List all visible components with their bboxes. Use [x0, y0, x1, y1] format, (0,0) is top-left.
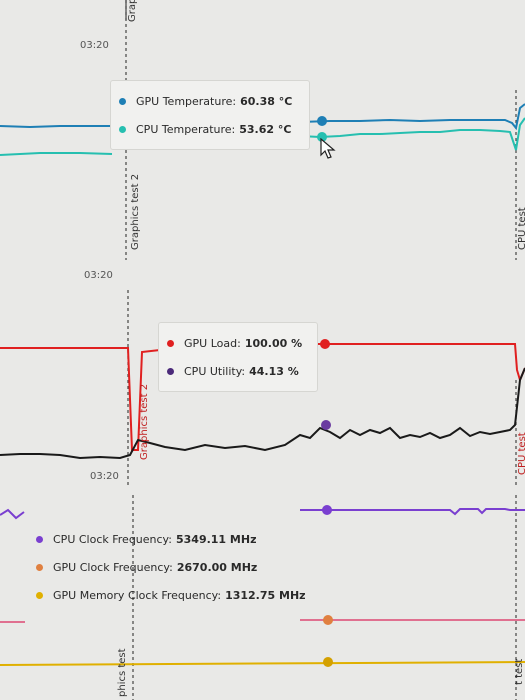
cpu-clock-value: 5349.11 MHz [175, 532, 257, 546]
gpu-memory-clock-label: GPU Memory Clock Frequency: [53, 588, 222, 602]
gpu-load-series [0, 347, 161, 451]
temperature-marker-label-right: CPU test [517, 207, 525, 250]
load-tooltip: GPU Load: 100.00 % CPU Utility: 44.13 % [158, 322, 318, 392]
clock-marker-label-left: phics test [117, 648, 128, 697]
temperature-chart [0, 0, 525, 260]
clock-panel: 03:20 phics test t test CPU Clock Freque… [0, 471, 525, 700]
cpu-temperature-value: 53.62 °C [239, 122, 292, 136]
temperature-marker-label-left: Graphics test 2 [130, 173, 141, 250]
gpu-clock-label: GPU Clock Frequency: [53, 560, 173, 574]
cpu-utility-series [0, 367, 525, 460]
gpu-load-label: GPU Load: [184, 336, 241, 350]
cpu-clock-legend-dot [36, 535, 43, 543]
tooltip-row-cpu-utility: CPU Utility: 44.13 % [167, 357, 307, 385]
gpu-temperature-series-right [299, 103, 525, 131]
mouse-pointer-icon [320, 138, 336, 159]
load-chart [0, 290, 525, 485]
gpu-load-point [320, 339, 330, 349]
cpu-utility-value: 44.13 % [249, 364, 299, 378]
cpu-clock-point [322, 505, 332, 515]
cpu-clock-series-right [300, 508, 525, 516]
temperature-time-label: 03:20 [80, 40, 109, 51]
gpu-clock-point [323, 615, 333, 625]
load-marker-label-right: CPU test [517, 432, 525, 475]
gpu-temperature-label: GPU Temperature: [136, 94, 237, 108]
temperature-panel: 03:20 Grap Graphics test 2 CPU test GPU … [0, 0, 525, 260]
gpu-memory-clock-point [323, 657, 333, 667]
cpu-temperature-point [317, 132, 327, 142]
cpu-utility-label: CPU Utility: [184, 364, 246, 378]
tooltip-row-cpu-temperature: CPU Temperature: 53.62 °C [119, 115, 299, 143]
cpu-temperature-legend-dot [119, 125, 126, 133]
load-marker-label-left: Graphics test 2 [139, 383, 150, 460]
gpu-load-series-right [300, 343, 525, 383]
cpu-temperature-series [0, 152, 113, 156]
gpu-memory-clock-series [0, 661, 525, 666]
gpu-load-value: 100.00 % [244, 336, 303, 350]
gpu-temperature-legend-dot [119, 97, 126, 105]
cpu-clock-label: CPU Clock Frequency: [53, 532, 172, 546]
gpu-clock-value: 2670.00 MHz [176, 560, 258, 574]
cpu-clock-series [0, 508, 25, 520]
temperature-top-marker-label: Grap [127, 0, 138, 22]
tooltip-row-gpu-memory-clock: GPU Memory Clock Frequency: 1312.75 MHz [36, 581, 311, 609]
gpu-temperature-point [317, 116, 327, 126]
cpu-utility-legend-dot [167, 367, 174, 375]
gpu-memory-clock-legend-dot [36, 591, 43, 599]
tooltip-row-gpu-clock: GPU Clock Frequency: 2670.00 MHz [36, 553, 311, 581]
gpu-memory-clock-value: 1312.75 MHz [225, 588, 306, 602]
gpu-clock-legend-dot [36, 563, 43, 571]
gpu-load-legend-dot [167, 339, 174, 347]
gpu-temperature-value: 60.38 °C [240, 94, 293, 108]
cpu-utility-point [321, 420, 331, 430]
temperature-tooltip: GPU Temperature: 60.38 °C CPU Temperatur… [110, 80, 310, 150]
gpu-temperature-series [0, 125, 112, 129]
cpu-temperature-label: CPU Temperature: [136, 122, 236, 136]
load-panel: 03:20 Graphics test 2 CPU test GPU Load:… [0, 260, 525, 485]
tooltip-row-cpu-clock: CPU Clock Frequency: 5349.11 MHz [36, 525, 311, 553]
clock-time-label: 03:20 [90, 471, 119, 482]
cpu-temperature-series-right [299, 117, 525, 151]
clock-chart [0, 495, 525, 700]
tooltip-row-gpu-temperature: GPU Temperature: 60.38 °C [119, 87, 299, 115]
clock-marker-label-right: t test [514, 658, 525, 685]
clock-tooltip: CPU Clock Frequency: 5349.11 MHz GPU Clo… [28, 519, 321, 615]
load-time-label: 03:20 [84, 270, 113, 281]
tooltip-row-gpu-load: GPU Load: 100.00 % [167, 329, 307, 357]
